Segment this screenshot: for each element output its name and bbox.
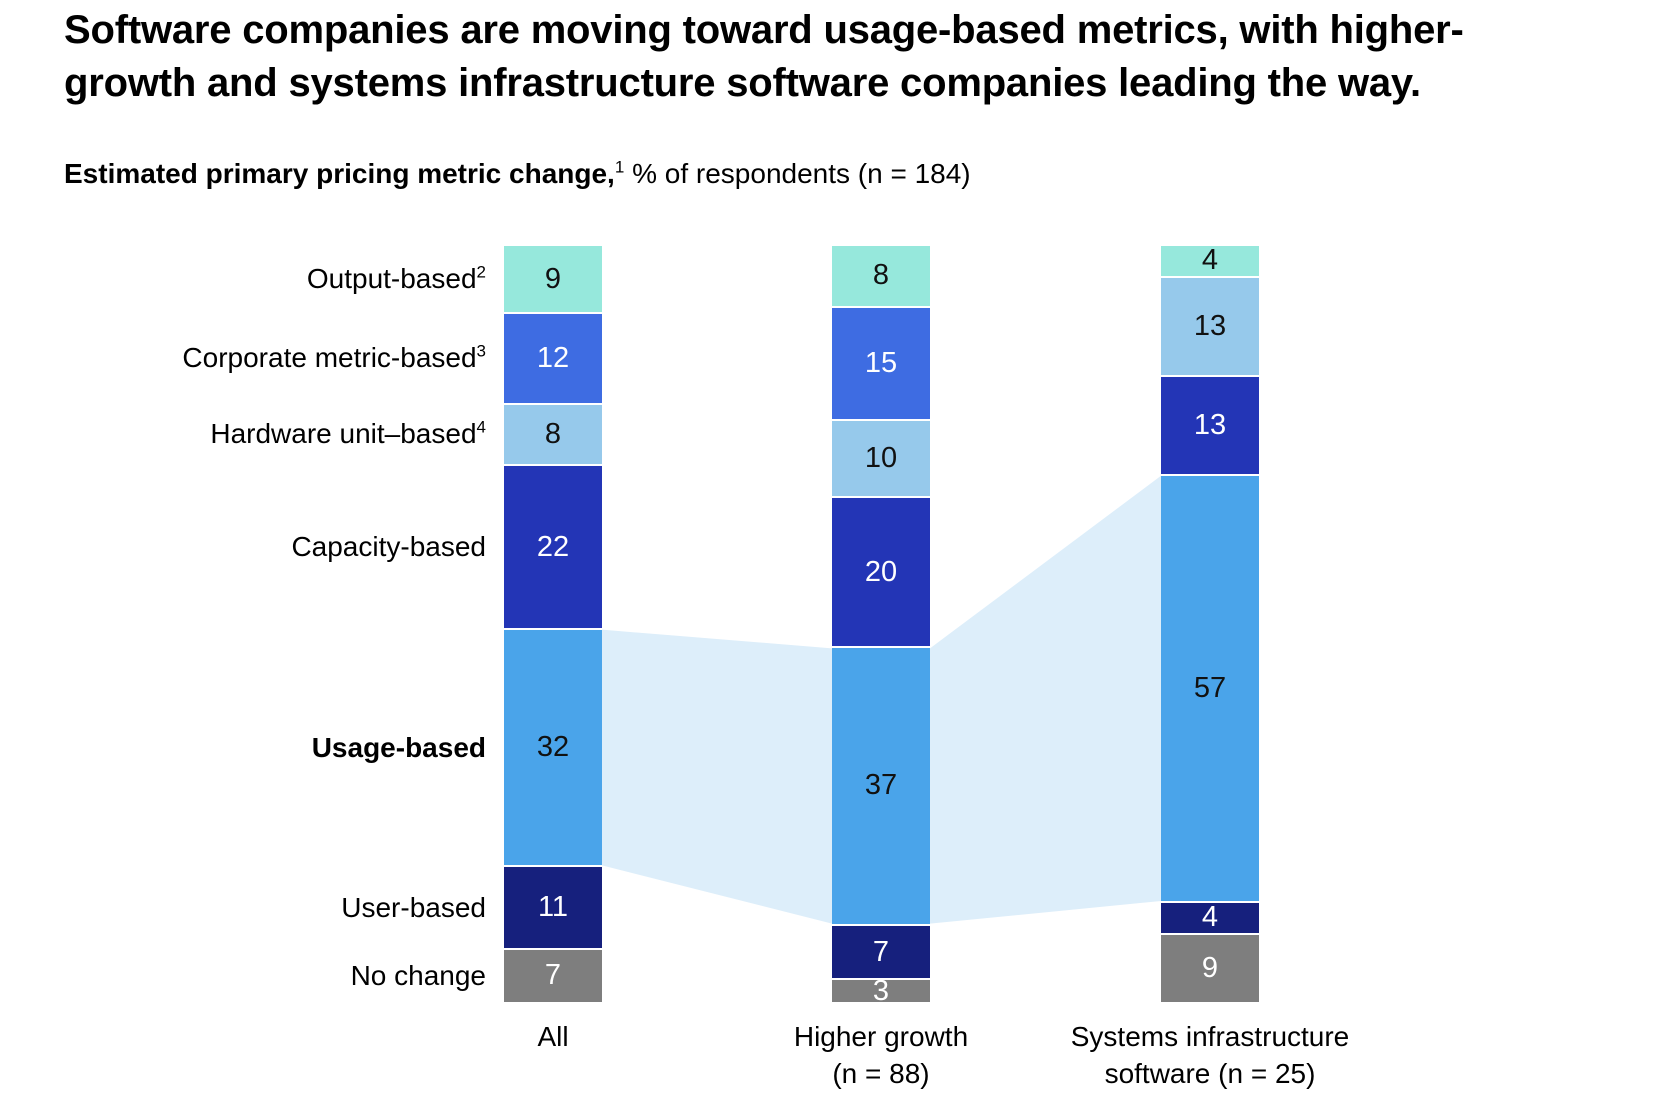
bar-segment-hardware-unit-based: 13 xyxy=(1161,277,1259,375)
bar-segment-output-based: 4 xyxy=(1161,245,1259,276)
column-label-line: All xyxy=(537,1021,569,1052)
category-label-text: Hardware unit–based xyxy=(210,418,477,450)
column-label-higher-growth-n-88: Higher growth (n = 88) xyxy=(671,1018,1091,1092)
exhibit-subtitle: Estimated primary pricing metric change,… xyxy=(64,158,971,190)
bar-segment-capacity-based: 20 xyxy=(832,497,930,647)
bar-segment-user-based: 11 xyxy=(504,867,602,949)
category-label-text: Capacity-based xyxy=(291,530,486,562)
category-label-capacity-based: Capacity-based xyxy=(0,527,486,567)
category-footnote-ref: 4 xyxy=(476,417,486,437)
bar-segment-usage-based: 32 xyxy=(504,629,602,866)
category-label-output-based: Output-based2 xyxy=(0,259,486,299)
category-label-text: No change xyxy=(350,960,486,992)
exhibit-title: Software companies are moving toward usa… xyxy=(64,4,1624,110)
bar-segment-usage-based: 57 xyxy=(1161,475,1259,902)
category-label-hardware-unit-based: Hardware unit–based4 xyxy=(0,414,486,454)
category-footnote-ref: 2 xyxy=(476,262,486,282)
bar-segment-capacity-based: 22 xyxy=(504,465,602,628)
bar-segment-hardware-unit-based: 8 xyxy=(504,404,602,464)
bar-segment-usage-based: 37 xyxy=(832,648,930,924)
category-label-text: Corporate metric-based xyxy=(182,342,477,374)
category-label-no-change: No change xyxy=(0,956,486,996)
category-label-corporate-metric-based: Corporate metric-based3 xyxy=(0,338,486,378)
subtitle-footnote-ref: 1 xyxy=(614,157,625,177)
category-label-text: User-based xyxy=(341,891,486,923)
column-label-systems-infrastructure-software-n-25: Systems infrastructure software (n = 25) xyxy=(1000,1018,1420,1092)
bar-segment-user-based: 7 xyxy=(832,925,930,978)
column-label-all: All xyxy=(343,1018,763,1055)
bar-segment-output-based: 8 xyxy=(832,246,930,306)
category-label-text: Usage-based xyxy=(311,731,486,763)
bar-segment-corporate-metric-based: 15 xyxy=(832,307,930,420)
bar-segment-no-change: 3 xyxy=(832,976,930,1005)
bar-segment-capacity-based: 13 xyxy=(1161,376,1259,474)
column-label-line: Systems infrastructure xyxy=(1070,1021,1350,1052)
column-label-line: (n = 88) xyxy=(832,1058,930,1089)
bar-segment-corporate-metric-based: 12 xyxy=(504,314,602,403)
usage-flow-ribbon-2 xyxy=(930,475,1161,924)
bar-segment-no-change: 9 xyxy=(1161,934,1259,1002)
bar-segment-user-based: 4 xyxy=(1161,902,1259,933)
bar-segment-no-change: 7 xyxy=(504,950,602,1002)
category-label-user-based: User-based xyxy=(0,888,486,928)
bar-segment-hardware-unit-based: 10 xyxy=(832,421,930,496)
column-label-line: software (n = 25) xyxy=(1104,1058,1316,1089)
category-label-usage-based: Usage-based xyxy=(0,728,486,768)
category-label-text: Output-based xyxy=(306,263,477,295)
category-footnote-ref: 3 xyxy=(476,342,486,362)
usage-flow-ribbon-1 xyxy=(602,629,832,924)
bar-segment-output-based: 9 xyxy=(504,246,602,313)
title-line-2: growth and systems infrastructure softwa… xyxy=(64,61,1421,105)
subtitle-unit-label: % of respondents (n = 184) xyxy=(624,158,971,189)
column-label-line: Higher growth xyxy=(793,1021,969,1052)
subtitle-metric-label: Estimated primary pricing metric change, xyxy=(64,158,615,189)
title-line-1: Software companies are moving toward usa… xyxy=(64,8,1464,52)
